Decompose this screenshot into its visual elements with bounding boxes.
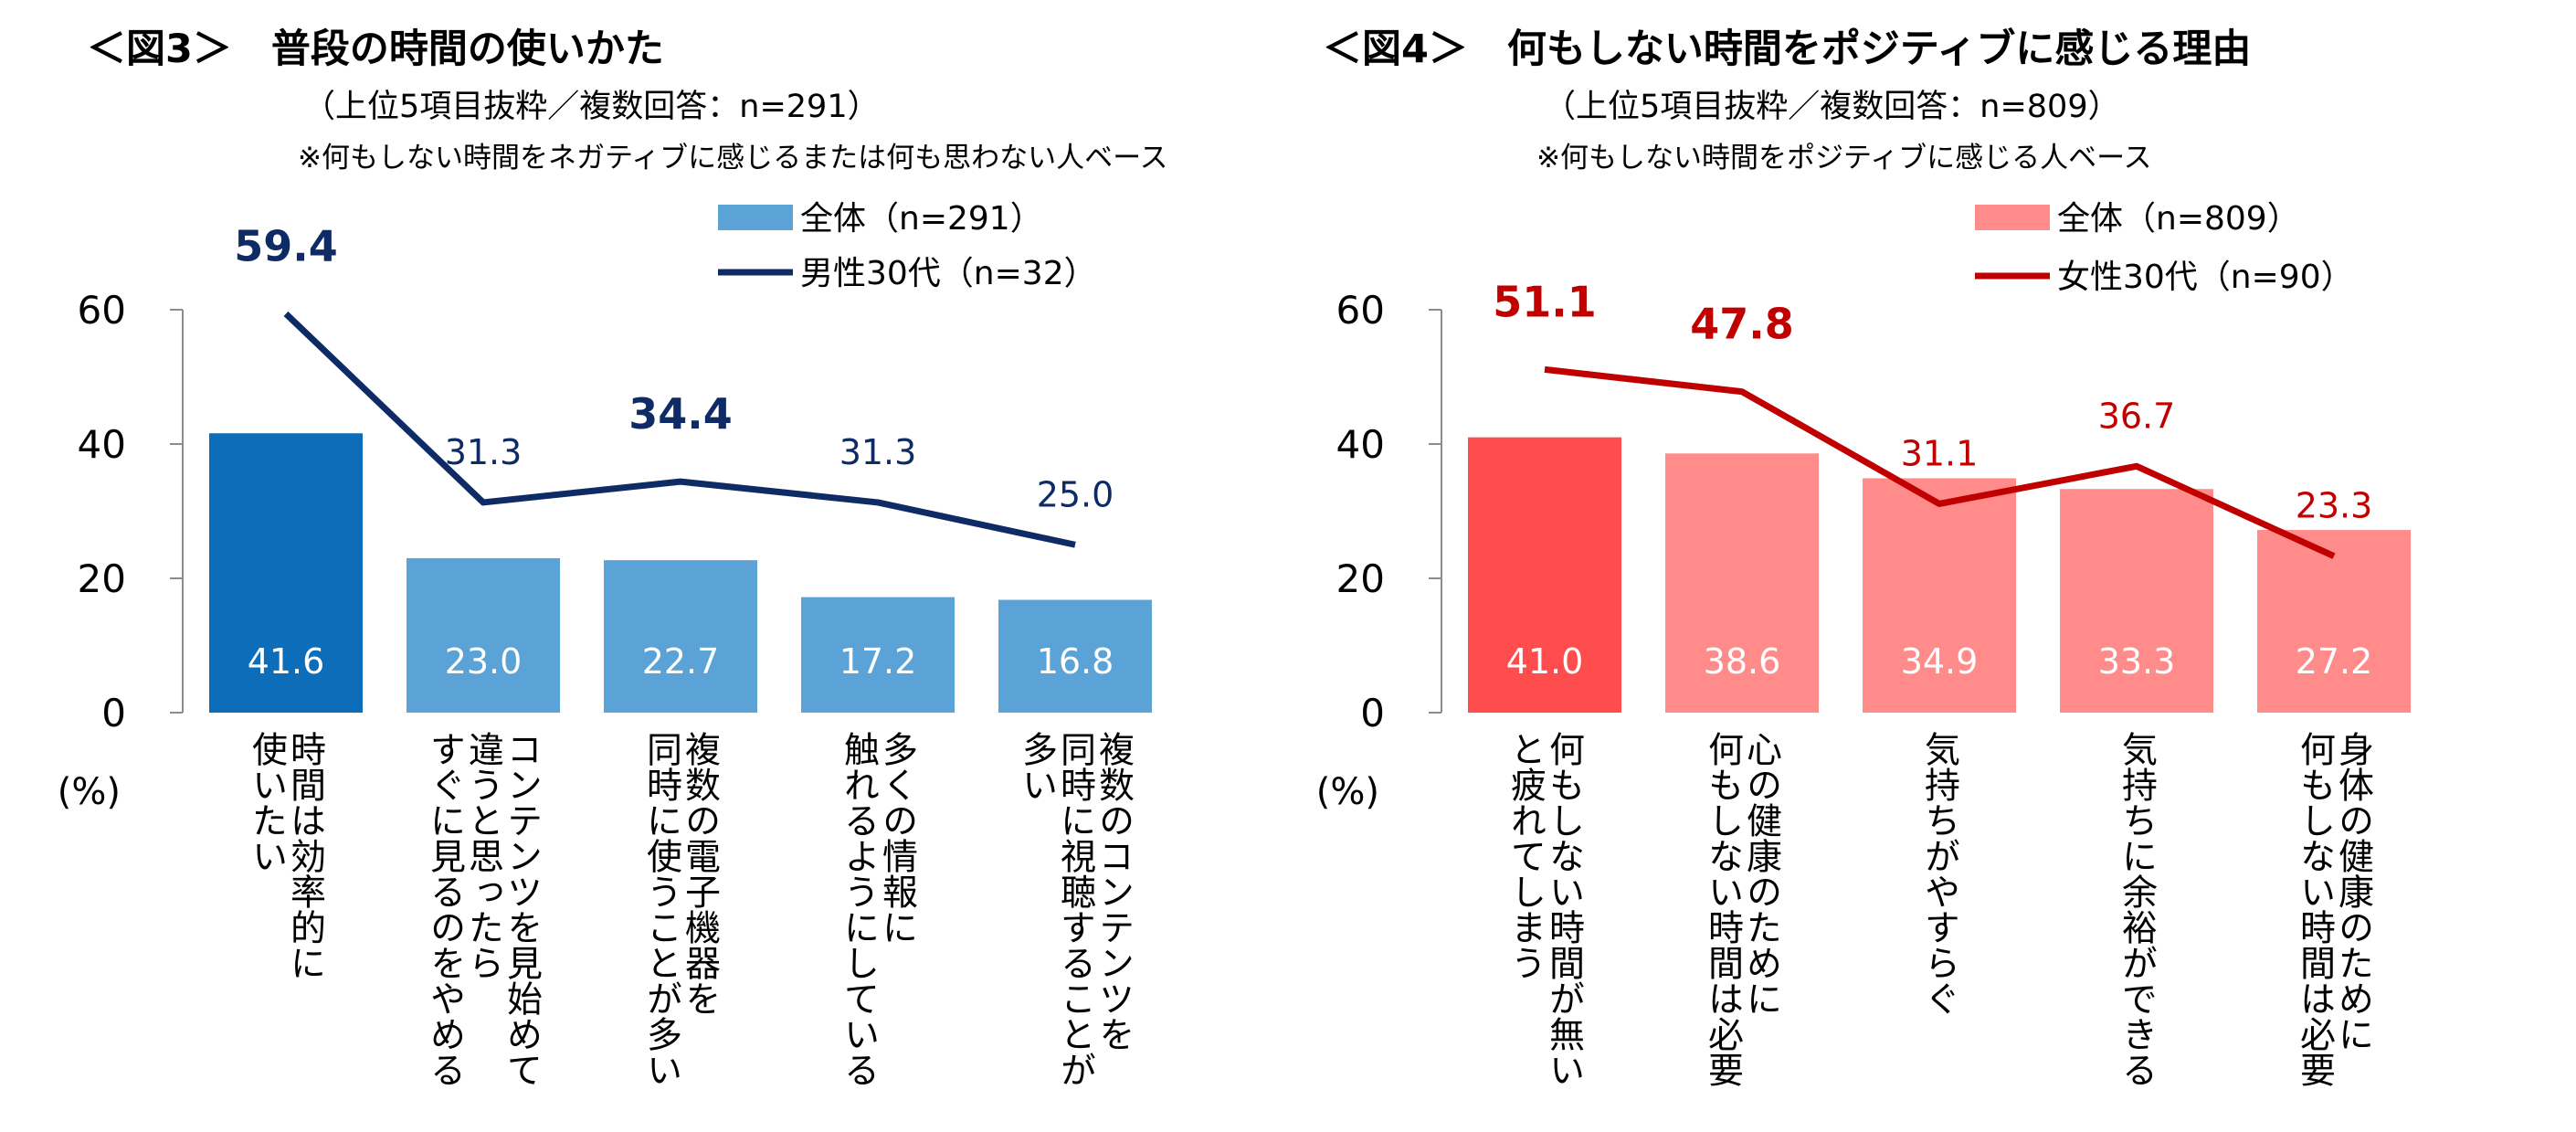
category-line: 気持ちがやすらぐ bbox=[1919, 731, 1960, 1016]
legend-bar-swatch bbox=[718, 205, 793, 230]
chart-2: ＜図4＞ 何もしない時間をポジティブに感じる理由 （上位5項目抜粋／複数回答：n=… bbox=[1316, 26, 2411, 1087]
bar-2 bbox=[1665, 453, 1819, 713]
category-line: 身体の健康のために bbox=[2333, 731, 2374, 1052]
bar-value-label: 38.6 bbox=[1704, 641, 1781, 682]
line-value-label: 31.1 bbox=[1901, 433, 1979, 473]
bar-5 bbox=[2257, 530, 2411, 713]
category-line: 使いたい bbox=[247, 731, 289, 873]
bar-value-label: 23.0 bbox=[445, 641, 523, 682]
category-line: 違うと思ったら bbox=[463, 731, 504, 980]
legend-bar-label: 全体（n=809） bbox=[2057, 200, 2300, 238]
legend-line-label: 男性30代（n=32） bbox=[800, 255, 1097, 292]
category-line: 同時に視聴することが bbox=[1055, 731, 1096, 1087]
category-line: 複数の電子機器を bbox=[680, 731, 721, 1016]
chart-subtitle: （上位5項目抜粋／複数回答：n=809） bbox=[1544, 89, 2120, 125]
line-value-label: 51.1 bbox=[1493, 277, 1597, 326]
y-tick-label: 0 bbox=[1360, 691, 1385, 735]
y-tick-label: 60 bbox=[78, 288, 126, 333]
category-line: 触れるようにしている bbox=[839, 731, 880, 1087]
category-label: 気持ちに余裕ができる bbox=[2117, 731, 2159, 1087]
category-line: 心の健康のために bbox=[1741, 731, 1782, 1016]
chart-note: ※何もしない時間をポジティブに感じる人ベース bbox=[1536, 142, 2152, 175]
category-line: すぐに見るのをやめる bbox=[425, 731, 466, 1087]
bar-4 bbox=[801, 597, 955, 713]
bar-value-label: 41.0 bbox=[1506, 641, 1584, 682]
category-line: コンテンツを見始めて bbox=[501, 731, 543, 1087]
bar-value-label: 17.2 bbox=[839, 641, 917, 682]
category-line: 同時に使うことが多い bbox=[641, 731, 683, 1087]
bar-value-label: 16.8 bbox=[1037, 641, 1114, 682]
bar-5 bbox=[998, 599, 1152, 713]
category-line: 多い bbox=[1017, 731, 1058, 802]
y-axis-unit: (%) bbox=[1316, 771, 1379, 813]
bar-value-label: 27.2 bbox=[2296, 641, 2373, 682]
bar-value-label: 34.9 bbox=[1901, 641, 1979, 682]
category-line: と疲れてしまう bbox=[1505, 731, 1547, 980]
line-series bbox=[283, 311, 1076, 548]
y-tick-label: 40 bbox=[78, 422, 126, 467]
bar-3 bbox=[604, 560, 757, 713]
y-tick-label: 40 bbox=[1336, 422, 1385, 467]
line-value-label: 25.0 bbox=[1037, 474, 1114, 514]
y-tick-label: 60 bbox=[1336, 288, 1385, 333]
category-line: 何もしない時間が無い bbox=[1544, 731, 1585, 1087]
y-axis-unit: (%) bbox=[58, 771, 121, 813]
category-line: 気持ちに余裕ができる bbox=[2117, 731, 2159, 1087]
line-value-label: 34.4 bbox=[628, 389, 733, 439]
y-tick-label: 0 bbox=[101, 691, 126, 735]
line-value-label: 47.8 bbox=[1690, 300, 1794, 349]
category-line: 何もしない時間は必要 bbox=[1703, 731, 1744, 1087]
chart-note: ※何もしない時間をネガティブに感じるまたは何も思わない人ベース bbox=[298, 142, 1168, 175]
line-value-label: 31.3 bbox=[445, 432, 523, 472]
line-value-label: 36.7 bbox=[2098, 396, 2176, 436]
line-value-label: 59.4 bbox=[234, 221, 338, 270]
chart-subtitle: （上位5項目抜粋／複数回答：n=291） bbox=[303, 89, 880, 125]
category-line: 時間は効率的に bbox=[285, 731, 326, 980]
bar-4 bbox=[2060, 489, 2213, 713]
category-line: 複数のコンテンツを bbox=[1093, 731, 1135, 1052]
line-value-label: 23.3 bbox=[2296, 486, 2373, 526]
chart-1: ＜図3＞ 普段の時間の使いかた （上位5項目抜粋／複数回答：n=291） ※何もしな… bbox=[58, 26, 1168, 1087]
line-series bbox=[1544, 365, 2336, 559]
category-line: 何もしない時間は必要 bbox=[2295, 731, 2336, 1087]
bar-2 bbox=[406, 557, 560, 713]
legend-bar-label: 全体（n=291） bbox=[800, 200, 1043, 238]
y-tick-label: 20 bbox=[1336, 556, 1385, 601]
bar-1 bbox=[1468, 437, 1621, 713]
bar-value-label: 41.6 bbox=[248, 641, 325, 682]
bar-1 bbox=[209, 433, 363, 713]
bar-value-label: 22.7 bbox=[642, 641, 720, 682]
line-value-label: 31.3 bbox=[839, 432, 917, 472]
chart-title: ＜図3＞ 普段の時間の使いかた bbox=[87, 26, 664, 72]
chart-title: ＜図4＞ 何もしない時間をポジティブに感じる理由 bbox=[1323, 26, 2251, 72]
category-line: 多くの情報に bbox=[877, 731, 918, 945]
legend-bar-swatch bbox=[1975, 205, 2050, 230]
bar-3 bbox=[1863, 478, 2016, 713]
y-tick-label: 20 bbox=[78, 556, 126, 601]
category-label: 気持ちがやすらぐ bbox=[1919, 731, 1960, 1016]
bar-value-label: 33.3 bbox=[2098, 641, 2176, 682]
legend-line-label: 女性30代（n=90） bbox=[2057, 259, 2354, 296]
